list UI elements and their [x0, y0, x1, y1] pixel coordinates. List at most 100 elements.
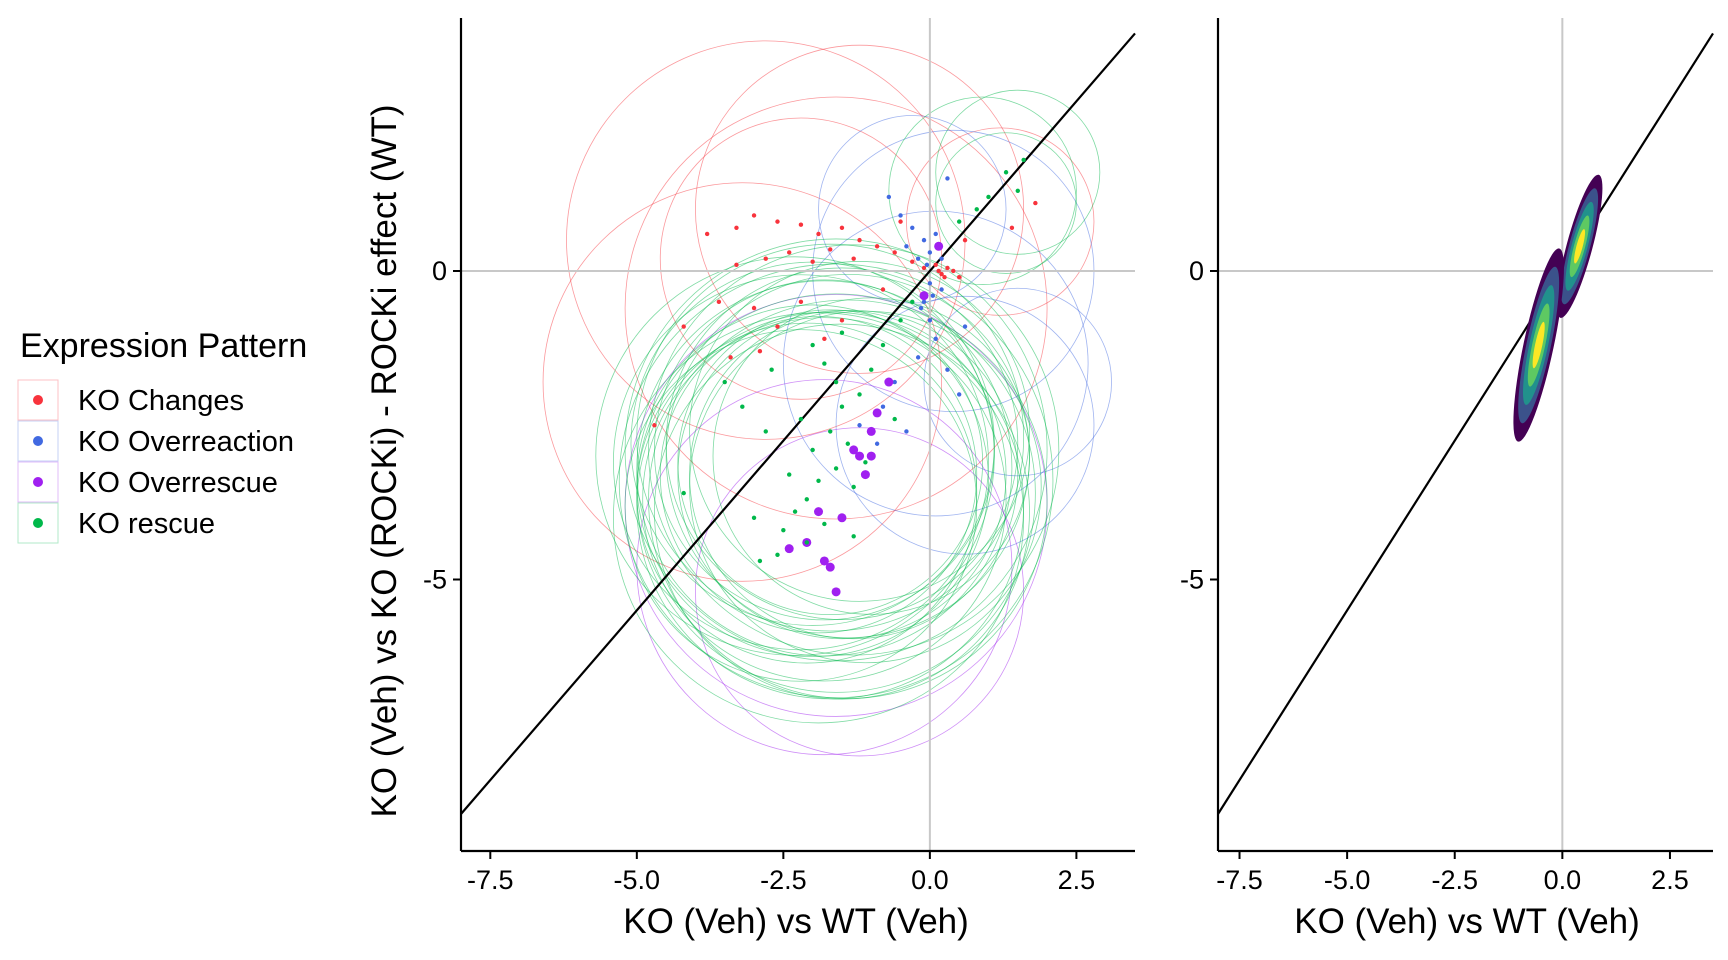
data-point: [816, 478, 821, 483]
data-point: [810, 447, 815, 453]
data-point: [945, 176, 950, 181]
data-point: [939, 256, 944, 261]
data-point: [851, 534, 856, 539]
data-point: [986, 194, 991, 200]
x-tick-label: 0.0: [911, 865, 949, 895]
data-point: [845, 441, 851, 446]
uncertainty-circle: [906, 127, 1095, 316]
data-point: [769, 367, 774, 372]
uncertainty-circle: [659, 117, 942, 400]
data-point: [860, 470, 870, 480]
legend-entries: KO Changes KO Overreaction KO Overrescue KO…: [17, 379, 294, 544]
legend-title: Expression Pattern: [20, 327, 307, 365]
uncertainty-circle: [677, 309, 984, 616]
x-tick-label: -2.5: [760, 865, 807, 895]
reference-lines: [460, 18, 1136, 851]
data-point: [956, 219, 962, 224]
data-point: [945, 265, 950, 271]
x-tick-label: 2.5: [1651, 865, 1689, 895]
uncertainty-circle: [695, 44, 1025, 374]
data-point: [851, 484, 856, 490]
uncertainty-circle: [888, 96, 1077, 285]
data-point: [857, 392, 862, 397]
uncertainty-circle: [636, 304, 989, 658]
uncertainty-circle: [654, 279, 995, 621]
data-point: [874, 244, 880, 249]
x-axis-title: KO (Veh) vs WT (Veh): [1294, 902, 1640, 941]
data-point: [956, 392, 962, 397]
data-point: [734, 225, 739, 230]
data-point: [816, 231, 821, 237]
legend-key-dot: [33, 477, 43, 487]
uncertainty-circle: [636, 322, 978, 664]
data-point: [787, 472, 792, 477]
data-point: [898, 213, 903, 218]
data-point: [880, 342, 886, 348]
data-point: [880, 287, 886, 292]
data-point: [784, 544, 794, 554]
data-point: [892, 416, 897, 422]
legend-label: KO Overrescue: [78, 467, 278, 499]
data-point: [828, 247, 833, 252]
uncertainty-circle: [624, 238, 1048, 662]
data-point: [872, 408, 882, 418]
uncertainty-circle: [689, 261, 1030, 602]
data-point: [851, 256, 856, 261]
data-point: [924, 262, 930, 268]
uncertainty-circle: [542, 182, 942, 582]
data-point: [775, 552, 780, 558]
diagonal-line: [460, 32, 1136, 815]
uncertainty-circle: [689, 310, 1042, 664]
uncertainty-circle: [659, 315, 978, 634]
data-point: [927, 250, 933, 255]
data-point: [810, 259, 815, 264]
data-point: [763, 256, 768, 261]
data-points: [652, 157, 1038, 597]
reference-lines: [1217, 18, 1714, 851]
uncertainty-circle: [712, 297, 1030, 615]
data-point: [810, 342, 815, 348]
data-point: [927, 318, 933, 323]
x-tick-label: -7.5: [467, 865, 514, 895]
data-point: [884, 377, 894, 387]
data-point: [1021, 157, 1026, 163]
density-panel: -7.5 -5.0 -2.5 0.0 2.5 0 -5 KO (Veh) vs WT (Ve…: [1180, 18, 1714, 941]
data-point: [904, 429, 909, 434]
legend: Expression Pattern KO Changes KO Overreac…: [17, 327, 307, 544]
diagonal-line: [1217, 32, 1714, 815]
legend-key-dot: [33, 518, 43, 528]
data-point: [787, 250, 792, 255]
x-tick-label: -5.0: [1324, 865, 1371, 895]
data-point: [1015, 188, 1020, 193]
x-tick-label: 0.0: [1544, 865, 1582, 895]
data-point: [974, 207, 979, 212]
data-point: [792, 509, 798, 514]
uncertainty-circle: [689, 310, 1019, 640]
data-point: [933, 336, 938, 342]
y-tick-label: -5: [423, 565, 447, 595]
data-point: [1009, 225, 1015, 230]
data-point: [863, 460, 868, 465]
y-tick-label: 0: [1189, 256, 1204, 286]
data-point: [962, 237, 968, 243]
density-contour: [1574, 229, 1586, 264]
data-point: [822, 336, 827, 342]
data-point: [951, 268, 956, 274]
uncertainty-circle: [612, 312, 1025, 724]
data-point: [904, 244, 909, 249]
data-point: [704, 231, 710, 237]
legend-label: KO Changes: [78, 385, 244, 417]
data-point: [728, 355, 733, 360]
data-point: [798, 299, 804, 305]
uncertainty-circle: [648, 244, 1060, 656]
data-point: [874, 441, 880, 446]
uncertainty-circle: [665, 267, 1019, 620]
uncertainty-circle: [648, 299, 1048, 699]
data-point: [833, 379, 839, 385]
data-point: [825, 562, 835, 572]
uncertainty-circle: [654, 323, 1030, 700]
data-point: [921, 299, 927, 305]
x-tick-label: -2.5: [1431, 865, 1478, 895]
uncertainty-circle: [935, 89, 1101, 255]
y-tick-label: 0: [432, 256, 447, 286]
